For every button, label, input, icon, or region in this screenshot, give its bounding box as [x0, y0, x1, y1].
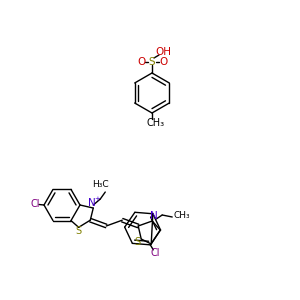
- Text: CH₃: CH₃: [174, 212, 190, 220]
- Text: H₃C: H₃C: [92, 179, 109, 188]
- Text: S: S: [76, 226, 82, 236]
- Text: OH: OH: [155, 47, 171, 57]
- Text: N: N: [88, 198, 96, 208]
- Text: S: S: [134, 237, 140, 247]
- Text: Cl: Cl: [151, 248, 160, 258]
- Text: O: O: [137, 57, 145, 67]
- Text: N: N: [150, 211, 158, 221]
- Text: CH₃: CH₃: [147, 118, 165, 128]
- Text: S: S: [149, 57, 155, 67]
- Text: +: +: [94, 196, 100, 202]
- Text: Cl: Cl: [30, 199, 40, 209]
- Text: O: O: [159, 57, 167, 67]
